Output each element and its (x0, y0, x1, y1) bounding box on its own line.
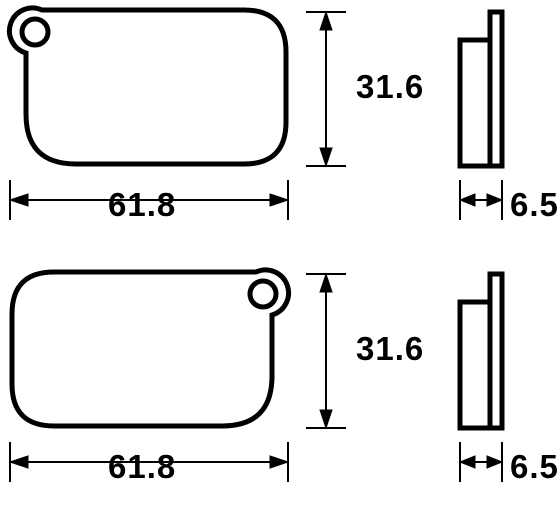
bottom-width-label: 61.8 (108, 448, 176, 486)
top-thickness-label: 6.5 (510, 186, 559, 224)
diagram-canvas: 31.6 61.8 6.5 31.6 (0, 0, 560, 506)
bottom-pad-front (4, 266, 294, 436)
top-width-label: 61.8 (108, 186, 176, 224)
top-height-label: 31.6 (356, 68, 424, 106)
bottom-thickness-label: 6.5 (510, 448, 559, 486)
top-pad-front (4, 4, 294, 174)
top-pad-side (455, 4, 515, 174)
bottom-height-label: 31.6 (356, 330, 424, 368)
bottom-pad-side (455, 266, 515, 436)
